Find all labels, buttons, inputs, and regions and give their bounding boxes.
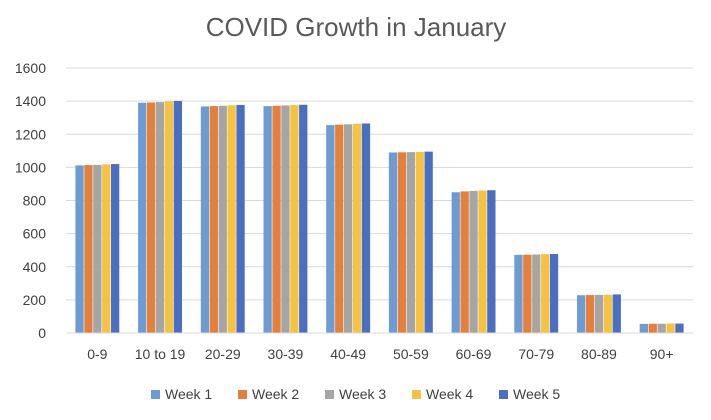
- x-tick-label: 50-59: [393, 346, 429, 362]
- bar-week-2-0: [84, 165, 93, 333]
- bar-week-2-5: [397, 152, 407, 333]
- x-tick-label: 80-89: [581, 346, 617, 362]
- bar-week-1-9: [639, 323, 648, 333]
- bar-week-2-3: [272, 105, 281, 333]
- legend-swatch-week-1: [151, 390, 160, 399]
- y-tick-label: 1200: [15, 126, 46, 142]
- bar-week-5-4: [361, 123, 371, 333]
- bar-week-4-5: [415, 151, 424, 333]
- bar-week-3-5: [406, 152, 415, 333]
- legend-label-week-5: Week 5: [513, 386, 560, 402]
- x-tick-label: 10 to 19: [135, 346, 186, 362]
- bar-week-4-0: [102, 164, 111, 333]
- bar-week-2-2: [209, 106, 218, 333]
- bar-week-4-6: [478, 190, 487, 333]
- bar-week-3-1: [155, 102, 165, 334]
- bar-week-3-8: [594, 294, 604, 333]
- legend-swatch-week-4: [412, 390, 421, 399]
- legend: Week 1 Week 2 Week 3 Week 4 Week 5: [151, 386, 560, 402]
- bar-week-3-7: [532, 254, 541, 333]
- y-tick-label: 1600: [15, 60, 46, 76]
- bar-week-5-8: [612, 294, 621, 333]
- x-tick-label: 60-69: [456, 346, 492, 362]
- bar-week-3-3: [281, 105, 290, 334]
- x-tick-label: 90+: [650, 346, 674, 362]
- bar-week-1-0: [75, 165, 84, 333]
- x-tick-label: 0-9: [87, 346, 107, 362]
- bar-week-2-4: [335, 124, 344, 333]
- bar-week-1-6: [451, 192, 460, 333]
- bar-week-4-2: [227, 105, 236, 333]
- bar-week-5-7: [549, 253, 559, 333]
- bar-week-4-7: [541, 254, 550, 333]
- y-tick-label: 1000: [15, 159, 46, 175]
- y-tick-label: 600: [23, 226, 47, 242]
- bars: [75, 100, 684, 334]
- bar-week-2-9: [648, 323, 657, 333]
- bar-week-1-4: [326, 125, 335, 333]
- legend-swatch-week-5: [499, 390, 508, 399]
- legend-swatch-week-3: [325, 390, 334, 399]
- x-tick-label: 40-49: [330, 346, 366, 362]
- bar-week-3-0: [93, 164, 102, 333]
- bar-week-3-4: [344, 124, 353, 333]
- bar-week-5-9: [675, 323, 684, 333]
- legend-label-week-4: Week 4: [426, 386, 473, 402]
- bar-week-2-7: [523, 254, 532, 333]
- bar-week-1-7: [514, 254, 523, 333]
- bar-week-4-3: [290, 105, 299, 333]
- y-axis-ticks: 0 200 400 600 800 1000 1200 1400 1600: [15, 60, 46, 341]
- x-tick-label: 70-79: [518, 346, 554, 362]
- legend-label-week-3: Week 3: [339, 386, 386, 402]
- bar-week-4-9: [666, 323, 675, 333]
- bar-week-3-9: [657, 323, 666, 333]
- y-tick-label: 0: [38, 325, 46, 341]
- legend-label-week-1: Week 1: [165, 386, 212, 402]
- bar-week-1-2: [200, 106, 210, 333]
- bar-week-5-2: [236, 104, 245, 333]
- x-tick-label: 20-29: [205, 346, 241, 362]
- bar-week-4-8: [603, 294, 612, 333]
- y-tick-label: 400: [23, 259, 47, 275]
- bar-week-1-1: [138, 102, 147, 333]
- bar-week-5-5: [424, 151, 433, 333]
- bar-week-4-1: [164, 101, 174, 333]
- bar-week-1-3: [263, 106, 272, 333]
- bar-week-5-3: [299, 104, 308, 333]
- y-tick-label: 1400: [15, 93, 46, 109]
- bar-week-2-6: [460, 191, 469, 333]
- bar-week-5-1: [173, 100, 182, 333]
- legend-swatch-week-2: [238, 390, 247, 399]
- bar-week-1-8: [577, 295, 586, 333]
- chart-title: COVID Growth in January: [206, 12, 507, 42]
- legend-label-week-2: Week 2: [252, 386, 299, 402]
- y-tick-label: 200: [23, 292, 47, 308]
- bar-week-1-5: [388, 152, 398, 333]
- bar-week-4-4: [352, 123, 362, 333]
- y-tick-label: 800: [23, 193, 47, 209]
- bar-week-3-2: [218, 105, 227, 333]
- x-tick-label: 30-39: [268, 346, 304, 362]
- x-axis-ticks: 0-9 10 to 19 20-29 30-39 40-49 50-59 60-69 70-7…: [87, 346, 673, 362]
- bar-week-5-0: [111, 164, 120, 333]
- bar-week-2-1: [147, 102, 156, 333]
- bar-week-2-8: [585, 295, 595, 333]
- bar-week-5-6: [487, 190, 496, 333]
- bar-week-3-6: [469, 190, 478, 333]
